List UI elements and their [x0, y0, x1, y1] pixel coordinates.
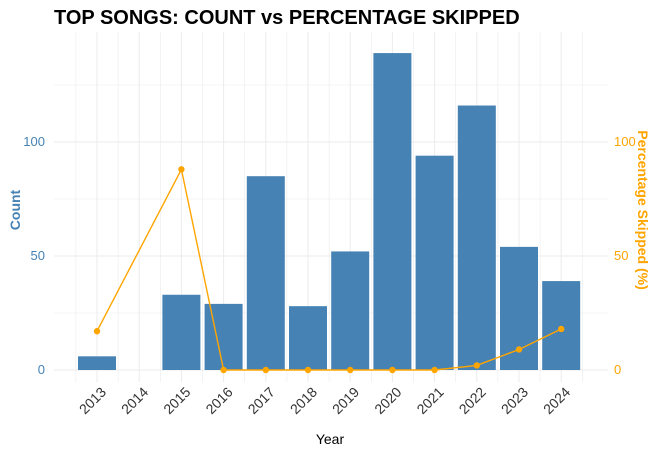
- point-2021: [431, 366, 438, 374]
- y-axis-title-right: Percentage Skipped (%): [635, 130, 651, 290]
- bar-2015: [162, 294, 201, 370]
- x-axis-title: Year: [316, 431, 345, 447]
- x-tick-2016: 2016: [202, 384, 235, 417]
- x-tick-2015: 2015: [160, 384, 193, 417]
- x-tick-2017: 2017: [245, 384, 278, 417]
- bar-series: [78, 53, 581, 371]
- point-2022: [473, 362, 480, 369]
- x-tick-2023: 2023: [498, 384, 531, 417]
- bar-2019: [331, 251, 370, 370]
- x-tick-2022: 2022: [456, 384, 489, 417]
- point-2024: [558, 325, 565, 333]
- y-tick-left: 100: [23, 134, 45, 149]
- point-2018: [304, 366, 312, 374]
- bar-2013: [78, 356, 116, 370]
- bar-2017: [246, 176, 285, 370]
- y-tick-right: 100: [614, 134, 636, 149]
- x-tick-2021: 2021: [413, 384, 446, 417]
- chart-title: TOP SONGS: COUNT vs PERCENTAGE SKIPPED: [54, 7, 520, 29]
- y-tick-left: 50: [31, 248, 45, 263]
- x-tick-2014: 2014: [118, 384, 151, 417]
- bar-2022: [457, 105, 496, 371]
- bar-2020: [373, 53, 412, 370]
- tick-labels: 0 50 100 0 50 100 2013 2014 2015 2016 2017 2018 2019…: [23, 134, 635, 417]
- bar-2016: [204, 303, 243, 370]
- y-tick-right: 0: [614, 362, 621, 377]
- line-series: [93, 166, 565, 374]
- y-tick-left: 0: [38, 362, 45, 377]
- x-tick-2024: 2024: [540, 384, 573, 417]
- x-tick-2013: 2013: [76, 384, 109, 417]
- point-2020: [389, 366, 396, 374]
- point-2013: [93, 328, 101, 335]
- bar-2021: [415, 155, 454, 370]
- bar-2024: [542, 281, 581, 370]
- y-axis-title-left: Count: [7, 189, 23, 230]
- point-2016: [220, 366, 227, 374]
- y-tick-right: 50: [614, 248, 628, 263]
- point-2017: [262, 366, 269, 374]
- point-2019: [347, 366, 354, 374]
- point-2023: [515, 346, 523, 353]
- bar-2018: [289, 306, 327, 370]
- x-tick-2020: 2020: [371, 384, 404, 417]
- x-tick-2019: 2019: [329, 384, 362, 417]
- x-tick-2018: 2018: [287, 384, 320, 417]
- point-2015: [178, 166, 185, 173]
